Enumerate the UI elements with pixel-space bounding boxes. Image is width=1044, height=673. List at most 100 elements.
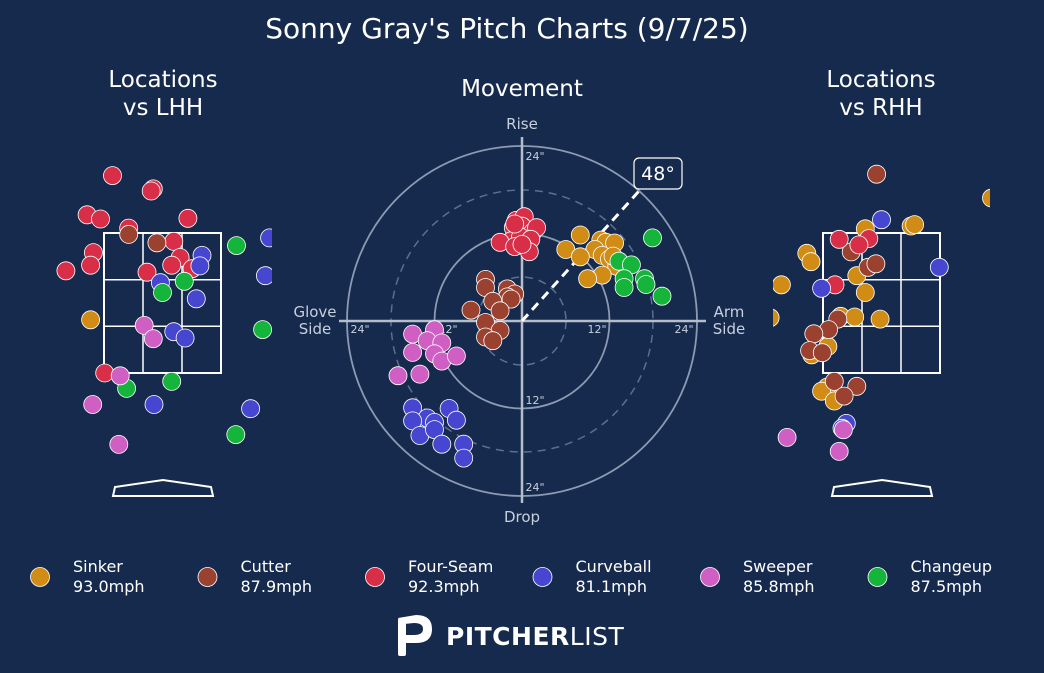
lhh-point-four-seam: [137, 262, 157, 282]
rhh-point-sweeper: [834, 420, 853, 440]
rhh-point-sinker: [812, 381, 831, 401]
movement-point-curveball: [454, 448, 474, 468]
rhh-point-sinker: [773, 275, 791, 295]
movement-point-cutter: [483, 331, 503, 351]
movement-point-sweeper: [446, 346, 466, 366]
lhh-point-cutter: [147, 233, 167, 253]
lhh-points: [56, 166, 272, 454]
rhh-strike-zone: [822, 232, 941, 374]
rhh-point-sweeper: [829, 441, 849, 461]
logo-strong: PITCHER: [446, 622, 570, 651]
rhh-point-curveball: [812, 278, 831, 298]
movement-axis-right-label: Arm Side: [713, 303, 745, 338]
lhh-point-curveball: [241, 399, 261, 419]
legend-speed: 93.0mph: [73, 577, 145, 596]
lhh-point-changeup: [153, 283, 172, 302]
legend-swatch: [197, 567, 218, 587]
movement-panel: Movement Rise Drop Glove Side Arm Side 24"…: [293, 76, 745, 526]
rhh-location-panel: Locations vs RHH: [773, 67, 990, 497]
lhh-point-four-seam: [91, 209, 110, 229]
movement-points: [388, 207, 672, 468]
lhh-point-four-seam: [56, 261, 76, 281]
lhh-point-sweeper: [109, 434, 129, 454]
lhh-point-sweeper: [110, 366, 130, 386]
rhh-point-sinker: [982, 188, 990, 208]
ring-label-top-24: 24": [525, 150, 544, 163]
movement-point-cutter: [501, 289, 521, 309]
lhh-point-changeup: [174, 271, 194, 291]
movement-point-curveball: [432, 434, 452, 454]
lhh-point-curveball: [175, 328, 195, 348]
rhh-point-sinker: [870, 309, 890, 329]
figure-title: Sonny Gray's Pitch Charts (9/7/25): [265, 12, 748, 45]
arm-angle-box: [633, 157, 683, 190]
legend-name: Sinker: [73, 557, 123, 576]
logo-light: LIST: [570, 622, 625, 651]
rhh-zone-border: [822, 232, 941, 374]
pitcherlist-logo: PITCHERLIST: [398, 615, 624, 656]
lhh-point-curveball: [256, 266, 272, 286]
movement-subtitle: Movement: [461, 76, 583, 102]
lhh-point-changeup: [227, 236, 246, 256]
legend-swatch: [700, 567, 720, 587]
arm-angle-label: 48°: [641, 163, 675, 185]
lhh-point-changeup: [253, 320, 272, 339]
movement-point-sinker: [570, 225, 590, 245]
movement-point-curveball: [446, 410, 466, 430]
lhh-home-plate: [111, 478, 215, 497]
ring-label-bottom-12: 12": [525, 394, 544, 407]
rhh-point-curveball: [872, 210, 891, 230]
lhh-point-four-seam: [81, 255, 100, 275]
ring-label-right-12: 12": [587, 323, 606, 336]
lhh-point-four-seam: [178, 208, 198, 228]
rhh-point-cutter: [847, 376, 867, 396]
lhh-point-curveball: [186, 289, 206, 309]
lhh-subtitle: Locations vs LHH: [108, 67, 217, 121]
legend-name: Changeup: [911, 557, 993, 576]
rhh-point-four-seam: [829, 229, 849, 249]
legend-speed: 81.1mph: [576, 577, 648, 596]
rhh-point-cutter: [866, 254, 886, 274]
ring-label-bottom-24: 24": [525, 481, 544, 494]
legend-speed: 85.8mph: [743, 577, 815, 596]
legend-speed: 92.3mph: [408, 577, 480, 596]
ring-label-left-24: 24": [350, 323, 369, 336]
lhh-point-curveball: [260, 228, 272, 248]
movement-point-sweeper: [403, 342, 423, 362]
lhh-location-panel: Locations vs LHH: [56, 67, 272, 497]
movement-point-four-seam: [512, 234, 532, 254]
rhh-point-sinker: [905, 215, 924, 235]
movement-point-changeup: [643, 228, 662, 248]
rhh-point-sinker: [773, 308, 780, 327]
rhh-point-sweeper: [777, 427, 797, 447]
rhh-point-cutter: [812, 343, 832, 363]
lhh-point-four-seam: [141, 181, 161, 201]
rhh-point-cutter: [824, 371, 844, 391]
movement-point-cutter: [490, 301, 510, 321]
movement-point-four-seam: [505, 214, 525, 234]
legend-name: Four-Seam: [408, 557, 493, 576]
lhh-point-sweeper: [83, 395, 103, 414]
lhh-point-four-seam: [164, 231, 184, 251]
rhh-point-cutter: [867, 164, 886, 184]
rhh-point-sinker: [845, 307, 865, 327]
lhh-point-four-seam: [162, 255, 182, 275]
lhh-point-curveball: [190, 256, 210, 276]
rhh-point-cutter: [804, 324, 824, 344]
lhh-zone-border: [103, 232, 222, 374]
movement-axis-bottom-label: Drop: [504, 508, 540, 526]
movement-point-changeup: [636, 275, 656, 294]
rhh-subtitle: Locations vs RHH: [826, 67, 935, 121]
legend-speed: 87.9mph: [241, 577, 313, 596]
rhh-point-four-seam: [849, 235, 869, 255]
rhh-home-plate: [830, 478, 934, 497]
movement-point-sinker: [570, 247, 590, 267]
